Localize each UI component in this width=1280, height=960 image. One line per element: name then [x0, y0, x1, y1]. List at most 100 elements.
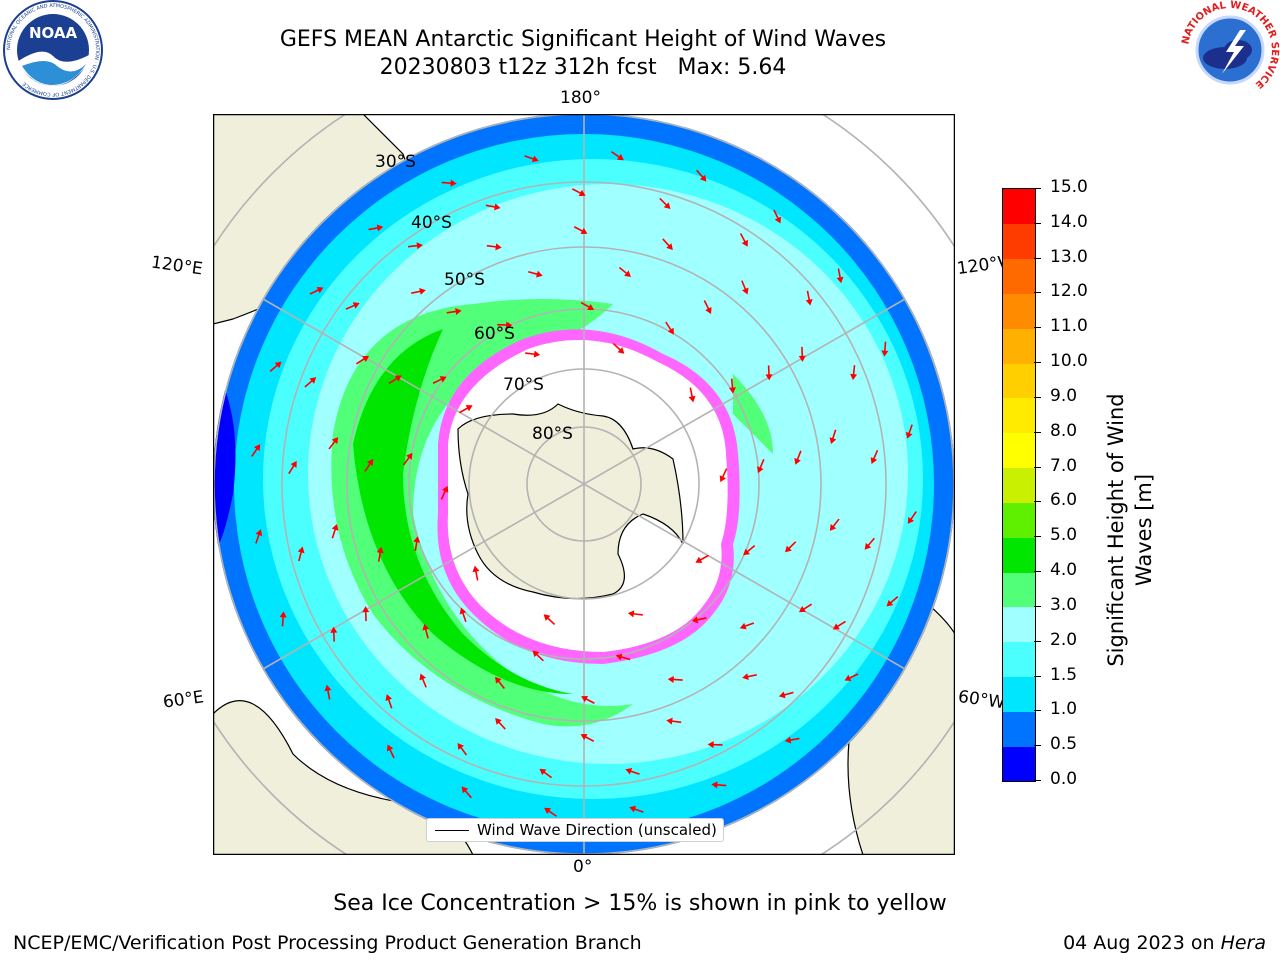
colorbar-tick-label: 15.0	[1050, 177, 1088, 197]
wave-direction-arrow	[459, 405, 473, 414]
colorbar-segment	[1003, 606, 1035, 643]
wave-direction-arrow	[402, 452, 413, 466]
wave-direction-arrow	[497, 321, 513, 329]
lat-label-80s: 80°S	[532, 424, 573, 444]
wave-direction-arrow	[881, 341, 889, 357]
colorbar-tick-mark	[1034, 640, 1041, 642]
wave-direction-arrow	[432, 376, 447, 384]
wave-direction-arrow	[571, 188, 586, 197]
wave-direction-arrow	[524, 155, 539, 163]
wave-direction-arrow	[485, 203, 501, 211]
wave-direction-arrow	[495, 717, 506, 730]
wave-direction-arrow	[757, 459, 765, 474]
colorbar-tick-label: 14.0	[1050, 211, 1088, 232]
legend-label: Wind Wave Direction (unscaled)	[477, 821, 717, 839]
lon-label-60e: 60°E	[161, 687, 206, 713]
wave-direction-arrow	[696, 169, 707, 182]
wave-direction-arrow	[666, 717, 682, 725]
wave-direction-arrow	[255, 529, 263, 544]
wave-direction-arrow	[742, 673, 758, 681]
wave-direction-arrow	[703, 300, 712, 314]
wave-direction-arrow	[719, 468, 728, 483]
wave-direction-arrow	[784, 736, 800, 744]
colorbar-tick-mark	[1034, 605, 1041, 607]
wave-direction-arrow	[388, 375, 402, 385]
wave-direction-arrow	[773, 209, 782, 224]
wave-direction-arrow	[330, 626, 338, 642]
wave-direction-arrow	[743, 545, 756, 556]
lon-label-120e: 120°E	[149, 252, 204, 280]
wave-direction-arrow	[907, 511, 917, 524]
lon-label-180: 180°	[560, 88, 601, 108]
wave-direction-arrow	[422, 623, 430, 639]
colorbar-tick-mark	[1034, 362, 1041, 364]
wave-direction-arrow	[413, 536, 421, 552]
wave-direction-arrow	[324, 684, 332, 700]
colorbar-tick-label: 1.5	[1050, 664, 1078, 685]
colorbar-tick-label: 6.0	[1050, 490, 1078, 511]
wave-direction-arrow	[844, 673, 859, 682]
wave-direction-arrow	[629, 805, 644, 813]
colorbar-segment	[1003, 746, 1035, 782]
wave-direction-arrow	[741, 280, 749, 295]
wave-direction-arrow	[355, 355, 370, 365]
wave-direction-arrow	[798, 346, 806, 362]
map-legend: Wind Wave Direction (unscaled)	[426, 818, 724, 842]
wave-direction-arrow	[528, 270, 543, 278]
colorbar-tick-mark	[1034, 536, 1041, 538]
colorbar-tick-mark	[1034, 327, 1041, 329]
colorbar-tick-label: 13.0	[1050, 246, 1088, 267]
page-title: GEFS MEAN Antarctic Significant Height o…	[279, 27, 887, 52]
wave-direction-arrow	[580, 301, 595, 311]
colorbar-tick-mark	[1034, 188, 1041, 189]
wave-direction-arrow	[850, 365, 858, 381]
colorbar-segment	[1003, 223, 1035, 260]
colorbar-segment	[1003, 467, 1035, 503]
wave-direction-arrow	[304, 377, 317, 388]
colorbar-segment	[1003, 432, 1035, 469]
colorbar-tick-mark	[1034, 501, 1041, 503]
wave-direction-arrow	[794, 450, 802, 465]
wave-direction-arrow	[905, 424, 913, 439]
wave-direction-arrow	[362, 606, 370, 622]
wave-direction-arrow	[667, 675, 683, 683]
wave-direction-arrow	[625, 767, 640, 775]
colorbar-tick-label: 0.5	[1050, 734, 1078, 755]
wave-direction-arrow	[376, 546, 384, 562]
colorbar-tick-label: 2.0	[1050, 629, 1078, 650]
wave-direction-arrow	[364, 458, 374, 472]
wave-direction-arrow	[539, 768, 553, 779]
wave-direction-arrow	[573, 226, 588, 235]
wave-direction-arrow	[410, 287, 426, 295]
wind-wave-arrows	[251, 151, 917, 817]
lat-label-60s: 60°S	[474, 324, 515, 344]
wave-direction-arrow	[611, 151, 624, 161]
wave-direction-arrow	[612, 342, 625, 354]
map-panel: 30°S 40°S 50°S 60°S 70°S 80°S Wind Wave …	[212, 113, 956, 856]
colorbar-segment	[1003, 711, 1035, 747]
wave-direction-arrow	[269, 361, 282, 372]
wave-direction-arrow	[784, 541, 797, 553]
page-subtitle: 20230803 t12z 312h fcst Max: 5.64	[379, 55, 787, 80]
wave-direction-arrow	[441, 179, 457, 187]
wave-direction-arrow	[832, 620, 846, 630]
wave-direction-arrow	[331, 523, 339, 539]
wave-direction-arrow	[440, 485, 449, 500]
wave-direction-arrow	[805, 290, 813, 306]
wave-direction-arrow	[829, 429, 837, 445]
wave-direction-arrow	[739, 233, 748, 247]
colorbar-tick-mark	[1034, 571, 1041, 573]
lon-label-0: 0°	[573, 857, 593, 877]
colorbar-tick-mark	[1034, 780, 1041, 781]
lon-label-120w: 120°W	[955, 252, 1005, 280]
wave-direction-arrow	[798, 603, 813, 613]
wave-direction-arrow	[525, 350, 541, 358]
wave-direction-arrow	[457, 742, 468, 756]
dark-green-core	[353, 329, 573, 694]
colorbar-tick-mark	[1034, 710, 1041, 712]
credit-text: NCEP/EMC/Verification Post Processing Pr…	[13, 932, 642, 954]
wave-direction-arrow	[615, 653, 631, 661]
lat-label-40s: 40°S	[411, 213, 452, 233]
colorbar-segment	[1003, 397, 1035, 434]
wave-direction-arrow	[659, 197, 671, 210]
